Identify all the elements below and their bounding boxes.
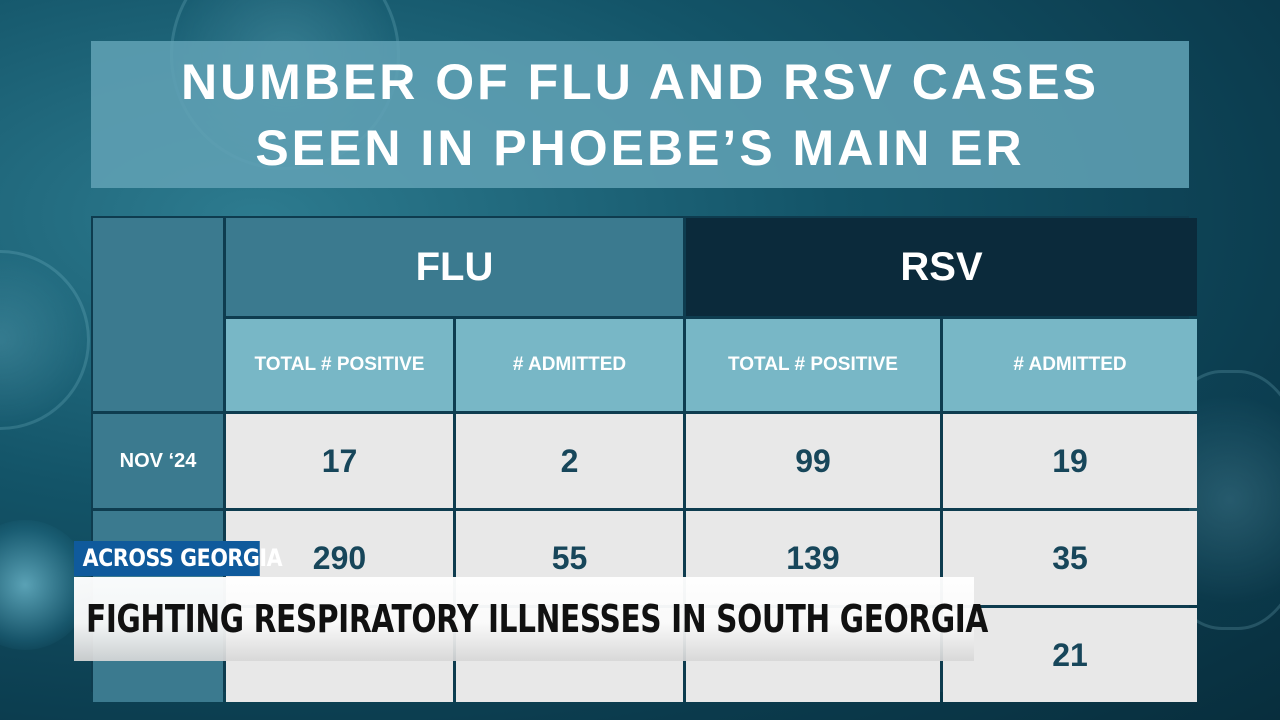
title-line-2: SEEN IN PHOEBE’S MAIN ER — [255, 119, 1025, 176]
flu-group-header: FLU — [226, 218, 683, 316]
rsv-positive-value: 99 — [686, 414, 940, 508]
lower-third-banner: FIGHTING RESPIRATORY ILLNESSES IN SOUTH … — [74, 577, 988, 661]
rsv-group-header: RSV — [686, 218, 1197, 316]
flu-total-positive-header: TOTAL # POSITIVE — [226, 319, 453, 411]
rsv-admitted-value: 35 — [943, 511, 1197, 605]
flu-positive-value: 17 — [226, 414, 453, 508]
virus-particle-decoration — [0, 250, 90, 430]
rsv-admitted-value: 21 — [943, 608, 1197, 702]
table-corner — [93, 218, 223, 411]
lower-third-headline: FIGHTING RESPIRATORY ILLNESSES IN SOUTH … — [86, 597, 988, 641]
lower-third-tag: ACROSS GEORGIA — [74, 541, 283, 576]
rsv-admitted-value: 19 — [943, 414, 1197, 508]
flu-admitted-value: 2 — [456, 414, 683, 508]
rsv-total-positive-header: TOTAL # POSITIVE — [686, 319, 940, 411]
flu-admitted-header: # ADMITTED — [456, 319, 683, 411]
title-line-1: NUMBER OF FLU AND RSV CASES — [180, 53, 1100, 110]
row-month-label: NOV ‘24 — [93, 414, 223, 508]
rsv-admitted-header: # ADMITTED — [943, 319, 1197, 411]
graphic-title: NUMBER OF FLU AND RSV CASES SEEN IN PHOE… — [91, 41, 1189, 188]
